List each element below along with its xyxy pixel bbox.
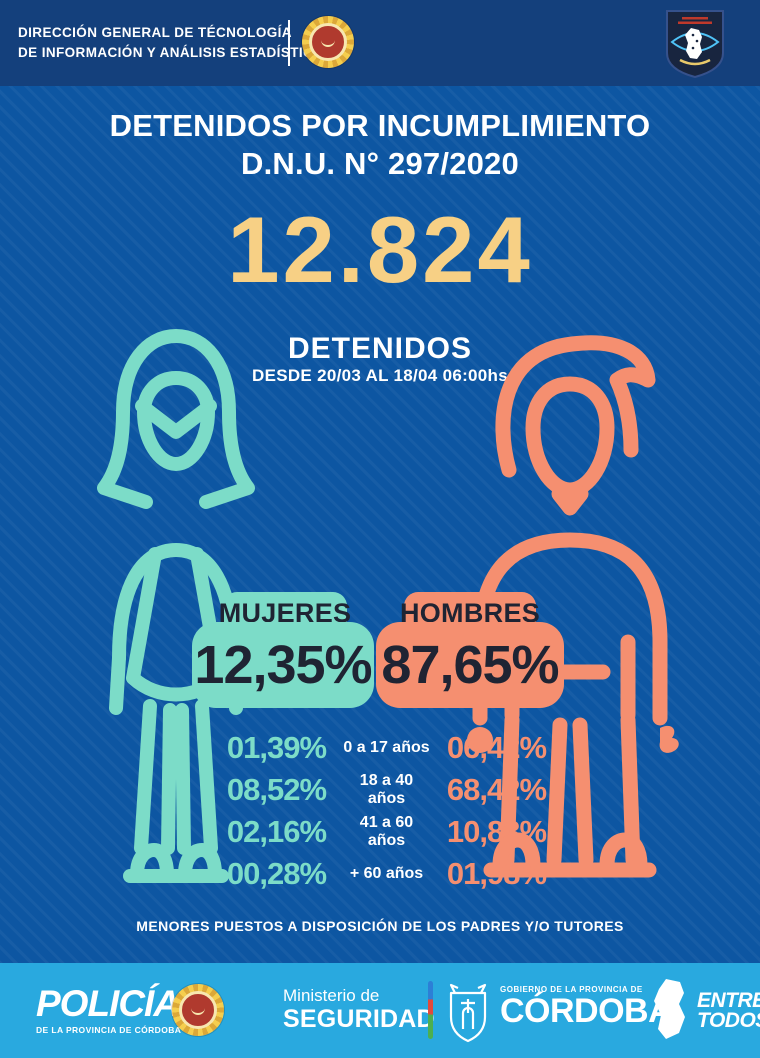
header-divider [288,20,290,66]
gobierno-line2: CÓRDOBA [500,992,673,1030]
police-badge-icon [302,16,354,68]
table-row: 02,16% 41 a 60 años 10,83% [214,814,559,849]
tricolor-divider-icon [428,981,433,1039]
hombres-age-pct: 10,83% [446,814,547,849]
woman-figure-icon [97,329,255,883]
entre-line1: ENTRE [697,989,760,1012]
hombres-age-pct: 01,98% [446,856,547,891]
policia-wordmark: POLICÍA [36,983,180,1024]
entre-line2: TODOS [697,1008,760,1032]
agency-title: DIRECCIÓN GENERAL DE TÉCNOLOGÍA DE INFOR… [18,23,324,64]
cordoba-crest-icon [449,983,487,1043]
ministerio-line1: Ministerio de [283,986,380,1005]
entre-todos-logo: ENTRE TODOS [697,989,760,1032]
total-detained-label: DETENIDOS [287,332,473,365]
age-group-label: 0 a 17 años [343,739,430,756]
footer-bar: POLICÍA DE LA PROVINCIA DE CÓRDOBA Minis… [0,963,760,1058]
header-bar: DIRECCIÓN GENERAL DE TÉCNOLOGÍA DE INFOR… [0,0,760,86]
hombres-value-pill: 87,65% [376,622,564,708]
table-row: 01,39% 0 a 17 años 06,42% [214,730,559,765]
mujeres-age-pct: 02,16% [226,814,327,849]
mujeres-age-pct: 00,28% [226,856,327,891]
policia-logo: POLICÍA DE LA PROVINCIA DE CÓRDOBA [36,985,181,1035]
gobierno-line1: GOBIERNO DE LA PROVINCIA DE [500,985,643,994]
age-group-label: 18 a 40 años [359,772,414,807]
ministerio-seguridad-logo: Ministerio de SEGURIDAD [283,986,435,1033]
mujeres-percentage: 12,35% [194,635,372,695]
mujeres-age-pct: 01,39% [226,730,327,765]
minors-note: MENORES PUESTOS A DISPOSICIÓN DE LOS PAD… [136,918,624,934]
table-row: 08,52% 18 a 40 años 68,42% [214,772,559,807]
cordoba-map-icon [654,979,685,1039]
main-title-line2: D.N.U. N° 297/2020 [241,146,519,181]
police-badge-icon [172,984,224,1036]
hombres-age-pct: 06,42% [446,730,547,765]
policia-subtitle: DE LA PROVINCIA DE CÓRDOBA [36,1025,182,1035]
date-range-label: DESDE 20/03 AL 18/04 06:00hs [252,366,508,385]
estadistica-criminal-shield-icon [666,10,724,78]
age-group-label: 41 a 60 años [359,814,414,849]
mujeres-value-pill: 12,35% [192,622,374,708]
age-breakdown-table: 01,39% 0 a 17 años 06,42% 08,52% 18 a 40… [214,730,559,891]
age-group-label: + 60 años [349,865,424,882]
police-badge-center-icon [309,23,347,61]
total-detained-value: 12.824 [227,197,533,302]
mujeres-age-pct: 08,52% [226,772,327,807]
ministerio-line2: SEGURIDAD [283,1004,435,1033]
hombres-percentage: 87,65% [381,635,559,695]
gobierno-cordoba-logo: GOBIERNO DE LA PROVINCIA DE CÓRDOBA [500,985,673,1030]
agency-title-line1: DIRECCIÓN GENERAL DE TÉCNOLOGÍA [18,24,292,40]
main-title-line1: DETENIDOS POR INCUMPLIMIENTO [109,108,651,143]
agency-title-line2: DE INFORMACIÓN Y ANÁLISIS ESTADÍSTICO [18,45,325,60]
hombres-age-pct: 68,42% [446,772,547,807]
table-row: 00,28% + 60 años 01,98% [214,856,559,891]
police-badge-center-icon [179,991,217,1029]
